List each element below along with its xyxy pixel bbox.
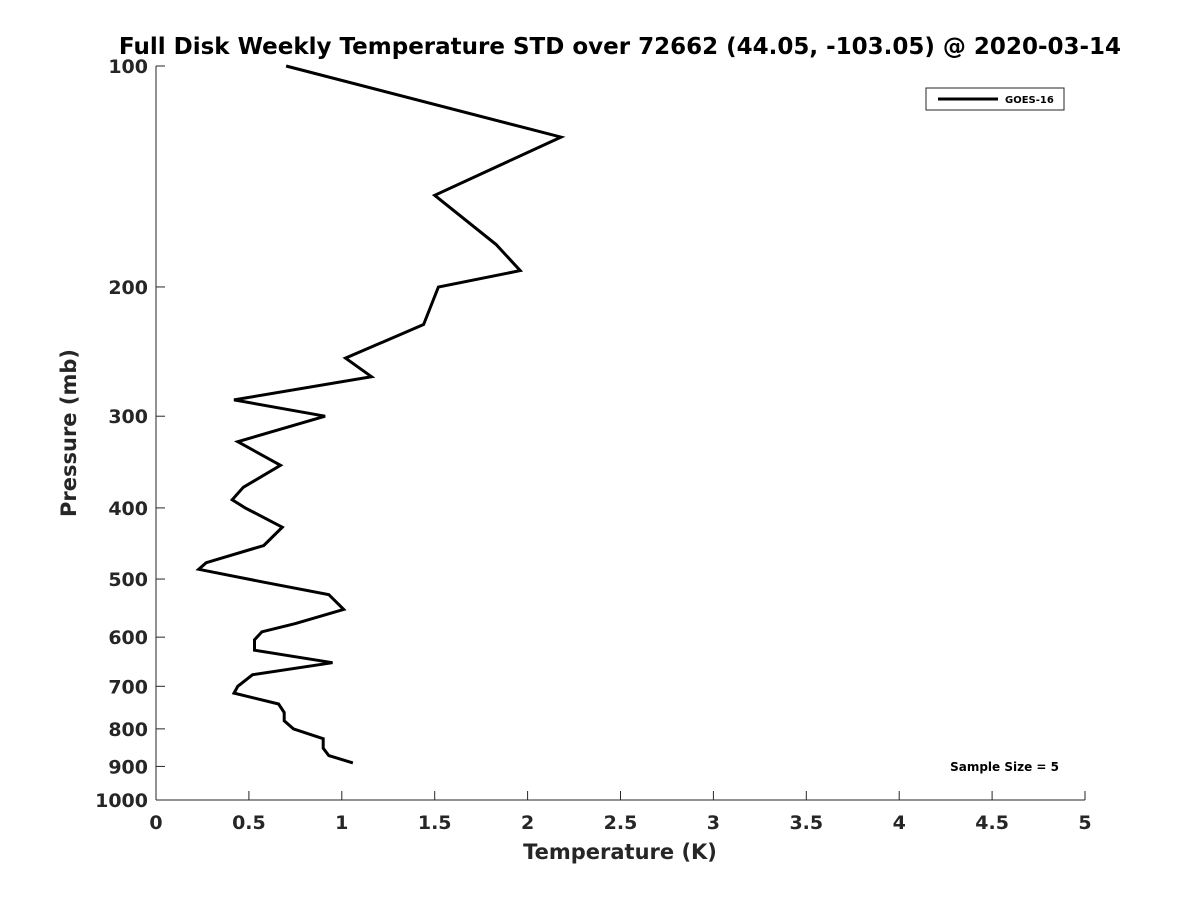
y-tick-label: 1000 <box>95 790 148 812</box>
y-tick-label: 600 <box>108 627 148 649</box>
y-tick-label: 100 <box>108 56 148 78</box>
chart-title: Full Disk Weekly Temperature STD over 72… <box>119 34 1121 60</box>
x-tick-label: 1 <box>335 812 348 834</box>
x-tick-label: 3 <box>707 812 720 834</box>
y-tick-label: 300 <box>108 406 148 428</box>
x-tick-label: 4 <box>893 812 906 834</box>
x-tick-label: 5 <box>1078 812 1091 834</box>
y-axis-label: Pressure (mb) <box>57 349 81 517</box>
y-tick-label: 200 <box>108 277 148 299</box>
y-tick-label: 800 <box>108 719 148 741</box>
x-tick-label: 2 <box>521 812 534 834</box>
legend: GOES-16 <box>925 87 1065 111</box>
x-axis-label: Temperature (K) <box>523 840 717 864</box>
y-tick-label: 500 <box>108 569 148 591</box>
x-tick-label: 2.5 <box>604 812 638 834</box>
y-ticks: 100 200 300 400 500 600 700 800 900 1000 <box>95 56 165 812</box>
legend-label-goes-16: GOES-16 <box>1005 95 1054 106</box>
x-tick-label: 4.5 <box>975 812 1009 834</box>
x-tick-label: 1.5 <box>418 812 452 834</box>
y-tick-label: 900 <box>108 756 148 778</box>
y-tick-label: 400 <box>108 498 148 520</box>
x-ticks: 0 0.5 1 1.5 2 2.5 3 3.5 4 4.5 5 <box>149 791 1092 834</box>
y-tick-label: 700 <box>108 676 148 698</box>
x-tick-label: 0.5 <box>232 812 266 834</box>
sample-size-annotation: Sample Size = 5 <box>950 760 1059 774</box>
series-layer <box>195 64 566 765</box>
x-tick-label: 3.5 <box>789 812 823 834</box>
series-line-goes-16 <box>195 64 566 765</box>
x-tick-label: 0 <box>149 812 162 834</box>
